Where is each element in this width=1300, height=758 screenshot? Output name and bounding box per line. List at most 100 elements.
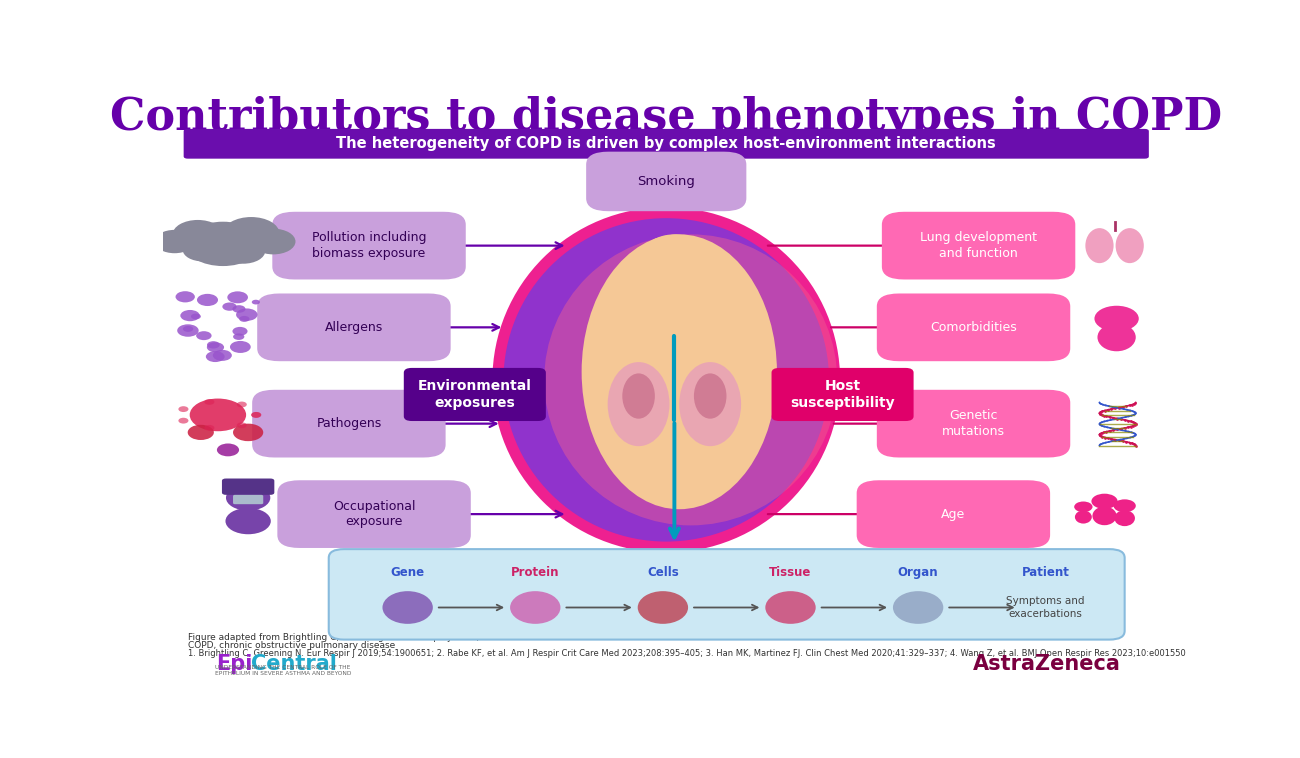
Circle shape bbox=[204, 399, 214, 405]
Circle shape bbox=[227, 291, 248, 303]
Circle shape bbox=[217, 443, 239, 456]
Circle shape bbox=[178, 406, 188, 412]
Circle shape bbox=[1114, 500, 1136, 512]
Circle shape bbox=[207, 341, 220, 349]
FancyBboxPatch shape bbox=[771, 368, 914, 421]
Circle shape bbox=[251, 412, 261, 418]
Circle shape bbox=[239, 316, 250, 322]
Ellipse shape bbox=[607, 362, 670, 446]
FancyBboxPatch shape bbox=[881, 211, 1075, 280]
Circle shape bbox=[221, 238, 265, 264]
Text: Cells: Cells bbox=[647, 566, 679, 579]
FancyBboxPatch shape bbox=[586, 152, 746, 211]
Text: Gene: Gene bbox=[390, 566, 425, 579]
Text: Symptoms and
exacerbations: Symptoms and exacerbations bbox=[1006, 597, 1086, 619]
FancyBboxPatch shape bbox=[233, 495, 263, 504]
Circle shape bbox=[183, 326, 194, 332]
Text: Tissue: Tissue bbox=[770, 566, 811, 579]
Circle shape bbox=[237, 422, 247, 428]
Text: Patient: Patient bbox=[1022, 566, 1070, 579]
Ellipse shape bbox=[1075, 510, 1092, 524]
FancyBboxPatch shape bbox=[857, 481, 1050, 548]
FancyBboxPatch shape bbox=[658, 324, 686, 362]
Ellipse shape bbox=[545, 234, 837, 525]
Text: Figure adapted from Brightling C, Greening N. Eur Respir J 2019;54:1900651: Figure adapted from Brightling C, Greeni… bbox=[187, 634, 533, 642]
Text: Allergens: Allergens bbox=[325, 321, 384, 334]
Text: Smoking: Smoking bbox=[637, 175, 696, 188]
Text: Comorbidities: Comorbidities bbox=[931, 321, 1017, 334]
Circle shape bbox=[230, 341, 251, 353]
Circle shape bbox=[233, 334, 244, 340]
FancyBboxPatch shape bbox=[277, 481, 471, 548]
Text: Age: Age bbox=[941, 508, 966, 521]
Circle shape bbox=[185, 221, 261, 266]
FancyBboxPatch shape bbox=[252, 390, 446, 458]
Ellipse shape bbox=[1092, 506, 1117, 525]
Ellipse shape bbox=[629, 234, 720, 325]
Circle shape bbox=[205, 351, 225, 362]
Polygon shape bbox=[715, 275, 733, 287]
Circle shape bbox=[233, 305, 246, 313]
Ellipse shape bbox=[766, 591, 815, 624]
Ellipse shape bbox=[225, 508, 270, 534]
Circle shape bbox=[237, 309, 257, 321]
Ellipse shape bbox=[581, 234, 777, 509]
Circle shape bbox=[204, 425, 214, 431]
Circle shape bbox=[173, 220, 224, 249]
Circle shape bbox=[190, 399, 246, 431]
Text: COPD, chronic obstructive pulmonary disease: COPD, chronic obstructive pulmonary dise… bbox=[187, 641, 395, 650]
Ellipse shape bbox=[382, 591, 433, 624]
Ellipse shape bbox=[1086, 228, 1114, 263]
Circle shape bbox=[177, 324, 199, 337]
Circle shape bbox=[187, 424, 214, 440]
Circle shape bbox=[196, 331, 212, 340]
Ellipse shape bbox=[638, 591, 688, 624]
Circle shape bbox=[178, 418, 188, 424]
Ellipse shape bbox=[623, 374, 655, 418]
Circle shape bbox=[207, 343, 224, 352]
FancyBboxPatch shape bbox=[404, 368, 546, 421]
Text: Pollution including
biomass exposure: Pollution including biomass exposure bbox=[312, 231, 426, 260]
FancyBboxPatch shape bbox=[876, 293, 1070, 362]
Text: Host
susceptibility: Host susceptibility bbox=[790, 379, 894, 409]
Circle shape bbox=[237, 402, 247, 407]
FancyBboxPatch shape bbox=[222, 478, 274, 495]
Text: Pathogens: Pathogens bbox=[316, 417, 381, 430]
Circle shape bbox=[1095, 305, 1139, 331]
Text: Environmental
exposures: Environmental exposures bbox=[417, 379, 532, 409]
Ellipse shape bbox=[893, 591, 944, 624]
Text: Lung development
and function: Lung development and function bbox=[920, 231, 1037, 260]
Text: Protein: Protein bbox=[511, 566, 559, 579]
Text: AstraZeneca: AstraZeneca bbox=[974, 654, 1121, 674]
Ellipse shape bbox=[694, 374, 727, 418]
Circle shape bbox=[222, 302, 237, 311]
Text: The heterogeneity of COPD is driven by complex host-environment interactions: The heterogeneity of COPD is driven by c… bbox=[337, 136, 996, 152]
Circle shape bbox=[155, 230, 195, 253]
Text: UNDERSTANDING THE CENTRAL ROLE OF THE
EPITHELIUM IN SEVERE ASTHMA AND BEYOND: UNDERSTANDING THE CENTRAL ROLE OF THE EP… bbox=[214, 665, 351, 676]
Text: Organ: Organ bbox=[898, 566, 939, 579]
Circle shape bbox=[226, 485, 270, 511]
Text: Contributors to disease phenotypes in COPD: Contributors to disease phenotypes in CO… bbox=[111, 96, 1222, 139]
Text: 1. Brightling C, Greening N. Eur Respir J 2019;54:1900651; 2. Rabe KF, et al. Am: 1. Brightling C, Greening N. Eur Respir … bbox=[187, 649, 1186, 658]
Ellipse shape bbox=[493, 207, 840, 553]
Ellipse shape bbox=[680, 362, 741, 446]
FancyBboxPatch shape bbox=[257, 293, 451, 362]
Circle shape bbox=[251, 229, 295, 255]
Text: Central: Central bbox=[251, 654, 337, 674]
Ellipse shape bbox=[510, 591, 560, 624]
Circle shape bbox=[233, 327, 247, 336]
Circle shape bbox=[213, 350, 231, 361]
Circle shape bbox=[181, 310, 200, 321]
Circle shape bbox=[224, 217, 280, 249]
Circle shape bbox=[251, 412, 261, 418]
Circle shape bbox=[252, 299, 260, 305]
Text: Occupational
exposure: Occupational exposure bbox=[333, 500, 415, 528]
Circle shape bbox=[182, 238, 224, 262]
Circle shape bbox=[191, 314, 202, 319]
Circle shape bbox=[176, 291, 195, 302]
FancyBboxPatch shape bbox=[183, 129, 1149, 158]
Ellipse shape bbox=[1097, 323, 1136, 351]
Text: Genetic
mutations: Genetic mutations bbox=[942, 409, 1005, 438]
Ellipse shape bbox=[1114, 510, 1135, 526]
Circle shape bbox=[1074, 502, 1092, 512]
